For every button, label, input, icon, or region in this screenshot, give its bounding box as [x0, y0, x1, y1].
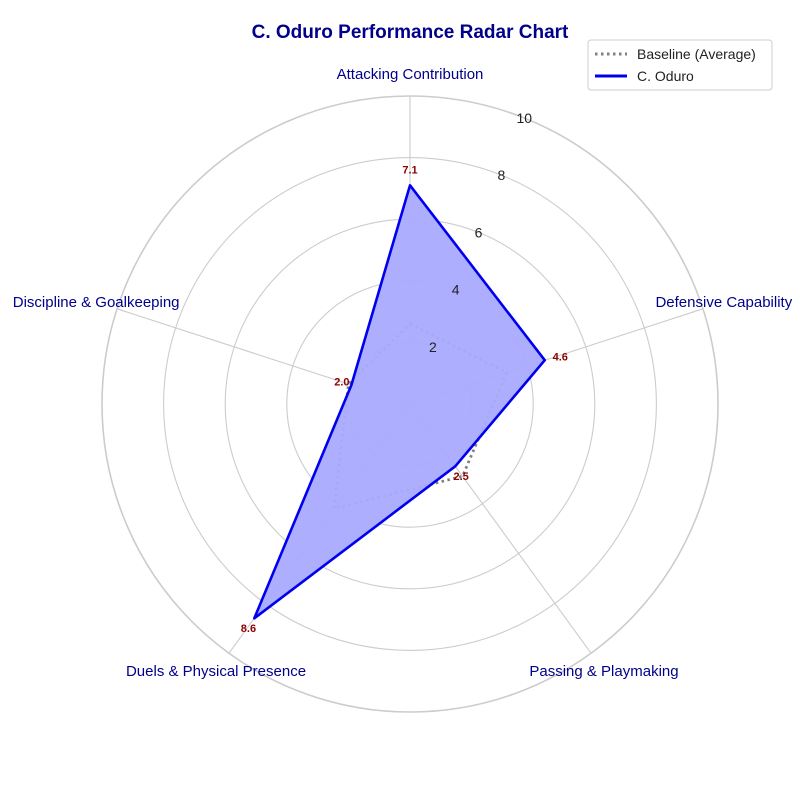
legend-frame — [587, 39, 773, 91]
legend: Baseline (Average) C. Oduro — [587, 39, 773, 91]
axis-label: Discipline & Goalkeeping — [13, 294, 180, 311]
data-label: 4.6 — [553, 352, 568, 364]
legend-baseline-label: Baseline (Average) — [637, 46, 756, 62]
r-tick-label: 8 — [497, 167, 505, 183]
axis-label: Duels & Physical Presence — [126, 663, 306, 680]
r-tick-label: 2 — [429, 339, 437, 355]
r-tick-label: 10 — [516, 110, 532, 126]
legend-oduro-label: C. Oduro — [637, 68, 694, 84]
axis-label: Defensive Capability — [655, 294, 792, 311]
axis-label: Attacking Contribution — [337, 66, 484, 83]
data-label: 8.6 — [241, 623, 256, 635]
oduro-series-line — [253, 184, 547, 620]
axis-label: Passing & Playmaking — [529, 663, 678, 680]
labels-layer: 2 4 6 8 10 Attacking Contribution Defensive Ca… — [13, 66, 793, 680]
series-fill-area — [254, 185, 545, 619]
data-label: 7.1 — [402, 164, 417, 176]
data-label: 2.5 — [453, 471, 468, 483]
r-tick-label: 6 — [475, 224, 483, 240]
r-tick-label: 4 — [452, 282, 460, 298]
series-layer — [253, 184, 547, 620]
data-label: 2.0 — [334, 376, 349, 388]
chart-title: C. Oduro Performance Radar Chart — [252, 22, 569, 43]
